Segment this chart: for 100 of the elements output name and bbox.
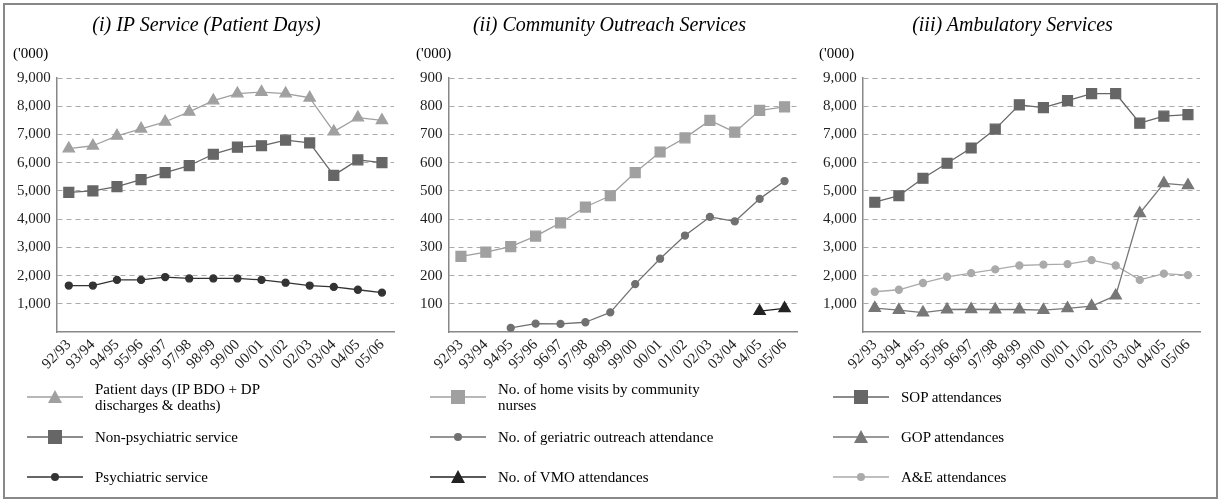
point — [654, 146, 666, 158]
point — [1061, 94, 1074, 107]
point — [556, 319, 565, 329]
point — [207, 148, 219, 160]
point — [1086, 87, 1098, 100]
point — [329, 282, 338, 292]
y-tick-label: 300 — [420, 238, 443, 255]
point — [1157, 176, 1171, 188]
point — [1015, 261, 1024, 270]
point — [62, 141, 76, 153]
y-tick-label: 2,000 — [823, 266, 857, 283]
point — [868, 300, 882, 313]
chart-title: (iii) Ambulatory Services — [911, 13, 1114, 37]
legend-label: No. of geriatric outreach attendance — [498, 429, 715, 445]
point — [629, 166, 641, 179]
point — [581, 318, 590, 327]
y-tick-label: 700 — [420, 125, 443, 142]
point — [1181, 178, 1195, 190]
point — [158, 114, 172, 126]
point — [1013, 99, 1025, 111]
point — [1111, 261, 1120, 270]
point — [255, 84, 268, 97]
y-tick-label: 7,000 — [17, 125, 51, 142]
legend-label: No. of VMO attendances — [498, 469, 650, 485]
point — [112, 275, 122, 285]
point — [1135, 275, 1144, 285]
y-tick-label: 6,000 — [17, 153, 51, 170]
point — [579, 201, 592, 213]
point — [892, 302, 906, 314]
point — [1182, 109, 1194, 121]
point — [352, 154, 364, 166]
point — [480, 246, 492, 258]
y-tick-label: 900 — [420, 68, 443, 85]
point — [135, 174, 147, 186]
point — [87, 185, 99, 197]
point — [159, 166, 171, 179]
point — [375, 113, 389, 125]
point — [680, 231, 690, 240]
point — [631, 279, 640, 289]
point — [134, 121, 148, 133]
point — [136, 275, 146, 285]
legend-label: GOP attendances — [901, 429, 1006, 445]
point — [353, 285, 363, 294]
point — [305, 281, 314, 290]
y-tick-label: 8,000 — [823, 97, 857, 114]
point — [940, 302, 954, 314]
point — [967, 268, 976, 278]
y-tick-label: 9,000 — [823, 68, 857, 85]
point — [183, 159, 195, 172]
point — [1063, 259, 1072, 269]
point — [894, 285, 904, 294]
point — [870, 287, 879, 296]
point — [1134, 117, 1146, 129]
point — [941, 157, 953, 169]
point — [233, 274, 242, 283]
point — [918, 278, 928, 288]
point — [281, 278, 290, 287]
point — [965, 142, 977, 154]
y-tick-label: 600 — [420, 153, 443, 170]
chart-title: (ii) Community Outreach Services — [471, 13, 748, 37]
point — [1159, 269, 1169, 278]
point — [161, 272, 170, 282]
point — [207, 93, 220, 105]
point — [530, 230, 542, 242]
point — [604, 190, 616, 202]
point — [991, 265, 1000, 274]
point — [1039, 260, 1048, 269]
y-axis-title: ('000) — [416, 45, 452, 62]
point — [185, 274, 194, 283]
point — [327, 124, 341, 136]
y-tick-label: 9,000 — [17, 68, 51, 85]
point — [231, 86, 244, 98]
point — [754, 104, 766, 117]
point — [755, 194, 764, 203]
y-tick-label: 8,000 — [17, 97, 51, 114]
point — [869, 196, 881, 208]
legend-label: Non-psychiatric service — [95, 429, 239, 445]
point — [351, 110, 365, 122]
point — [655, 254, 665, 263]
y-tick-label: 2,000 — [17, 266, 51, 283]
legend-label: Psychiatric service — [95, 469, 209, 485]
point — [279, 86, 292, 98]
y-tick-label: 5,000 — [823, 181, 857, 198]
y-tick-label: 500 — [420, 181, 443, 198]
y-tick-label: 100 — [420, 294, 443, 311]
point — [704, 114, 716, 126]
point — [328, 169, 340, 182]
y-tick-label: 6,000 — [823, 153, 857, 170]
point — [917, 172, 929, 184]
point — [303, 90, 316, 102]
point — [554, 217, 567, 229]
point — [1110, 87, 1122, 100]
point — [111, 181, 123, 193]
legend-label: A&E attendances — [901, 469, 1008, 485]
point — [942, 272, 952, 281]
point — [1158, 110, 1170, 122]
y-tick-label: 3,000 — [823, 238, 857, 255]
y-tick-label: 4,000 — [17, 210, 51, 227]
point — [110, 128, 124, 140]
point — [280, 134, 292, 146]
